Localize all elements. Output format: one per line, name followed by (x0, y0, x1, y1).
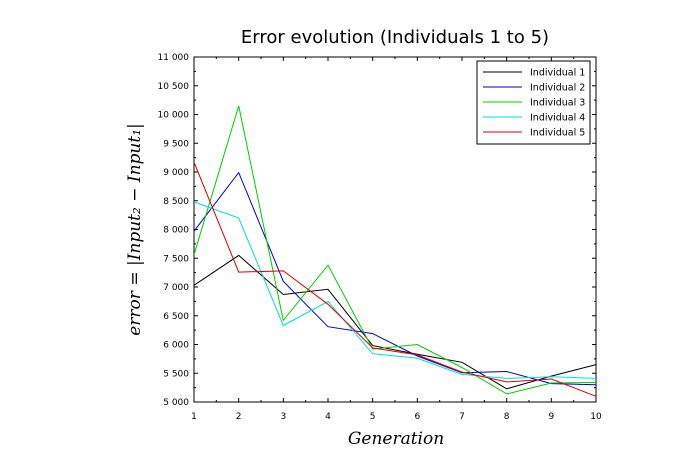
y-tick-label: 5 500 (163, 369, 189, 379)
x-axis-ticks: 1 2 3 4 5 6 7 8 9 10 (191, 57, 602, 422)
x-axis-label: Generation (348, 429, 444, 449)
x-tick-label: 4 (325, 412, 331, 422)
y-tick-label: 7 500 (163, 254, 189, 264)
x-tick-label: 2 (236, 412, 242, 422)
x-tick-label: 1 (191, 412, 197, 422)
y-axis-ticks: 5 000 5 500 6 000 6 500 7 000 7 500 8 000 8 500… (158, 53, 596, 408)
x-tick-label: 7 (459, 412, 465, 422)
y-tick-label: 11 000 (158, 53, 190, 63)
series-line-individual-1 (193, 254, 597, 390)
legend-label-individual-1: Individual 1 (530, 68, 585, 79)
y-tick-label: 10 000 (158, 111, 190, 121)
x-tick-label: 10 (590, 412, 602, 422)
y-tick-label: 6 500 (163, 312, 189, 322)
y-tick-label: 6 000 (163, 341, 189, 351)
legend-label-individual-2: Individual 2 (530, 83, 585, 94)
legend: Individual 1 Individual 2 Individual 3 Indi… (476, 60, 591, 145)
series-line-individual-5 (193, 162, 597, 397)
y-tick-label: 9 500 (163, 139, 189, 149)
legend-label-individual-4: Individual 4 (530, 113, 585, 124)
x-tick-label: 8 (504, 412, 510, 422)
x-tick-label: 6 (414, 412, 420, 422)
y-tick-label: 8 000 (163, 226, 189, 236)
x-tick-label: 3 (280, 412, 286, 422)
y-tick-label: 10 500 (158, 82, 190, 92)
chart-title: Error evolution (Individuals 1 to 5) (241, 27, 549, 48)
legend-label-individual-5: Individual 5 (530, 128, 585, 139)
x-tick-label: 5 (370, 412, 376, 422)
series-lines (193, 105, 597, 397)
y-tick-label: 9 000 (163, 168, 189, 178)
legend-label-individual-3: Individual 3 (530, 98, 585, 109)
y-tick-label: 8 500 (163, 197, 189, 207)
y-axis-label: error = |Input₂ − Input₁| (125, 123, 145, 336)
y-tick-label: 7 000 (163, 283, 189, 293)
x-tick-label: 9 (548, 412, 554, 422)
y-tick-label: 5 000 (163, 398, 189, 408)
series-line-individual-3 (193, 105, 597, 395)
